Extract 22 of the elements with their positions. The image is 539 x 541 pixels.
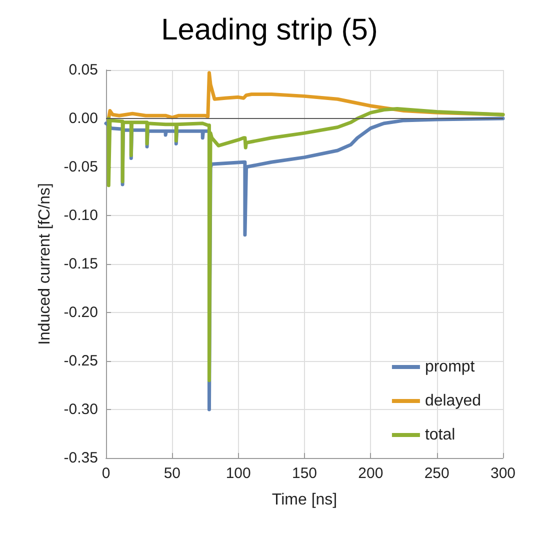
legend-label: total bbox=[424, 426, 456, 444]
x-tick-label: 0 bbox=[102, 465, 110, 482]
legend-label: delayed bbox=[424, 392, 481, 410]
y-tick-label: -0.05 bbox=[64, 158, 98, 176]
y-tick-label: 0.00 bbox=[68, 110, 98, 127]
legend-label: prompt bbox=[424, 358, 476, 376]
y-tick-label: 0.05 bbox=[68, 62, 98, 78]
y-tick-label: -0.25 bbox=[64, 352, 98, 370]
x-tick-label: 250 bbox=[424, 465, 450, 482]
chart-title: Leading strip (5) bbox=[161, 14, 378, 46]
y-tick-label: -0.35 bbox=[64, 450, 98, 466]
y-axis-title: Induced current [fC/ns] bbox=[36, 183, 54, 345]
x-tick-label: 300 bbox=[490, 465, 516, 482]
y-tick-label: -0.30 bbox=[64, 401, 98, 418]
x-axis-title: Time [ns] bbox=[272, 492, 338, 508]
x-tick-label: 100 bbox=[226, 465, 251, 482]
x-tick-label: 50 bbox=[164, 465, 181, 482]
x-tick-label: 150 bbox=[292, 465, 318, 482]
y-tick-label: -0.15 bbox=[64, 256, 98, 272]
y-tick-label: -0.20 bbox=[64, 304, 98, 321]
y-tick-label: -0.10 bbox=[64, 207, 98, 224]
x-tick-label: 200 bbox=[358, 465, 384, 482]
